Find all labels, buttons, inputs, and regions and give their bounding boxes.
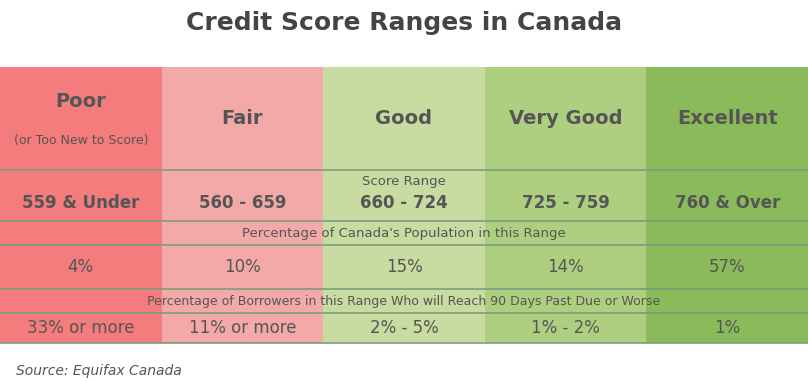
Text: 57%: 57% bbox=[709, 258, 746, 276]
Text: Score Range: Score Range bbox=[362, 175, 446, 188]
Text: (or Too New to Score): (or Too New to Score) bbox=[14, 134, 148, 147]
Text: 2% - 5%: 2% - 5% bbox=[369, 319, 439, 337]
Text: 14%: 14% bbox=[547, 258, 584, 276]
Text: 33% or more: 33% or more bbox=[27, 319, 135, 337]
Text: 11% or more: 11% or more bbox=[188, 319, 297, 337]
Text: 10%: 10% bbox=[224, 258, 261, 276]
Bar bbox=[646, 68, 808, 343]
Text: Fair: Fair bbox=[221, 109, 263, 128]
Text: 559 & Under: 559 & Under bbox=[22, 194, 140, 212]
Text: 1%: 1% bbox=[714, 319, 740, 337]
Text: Good: Good bbox=[376, 109, 432, 128]
Text: Very Good: Very Good bbox=[509, 109, 622, 128]
Text: 15%: 15% bbox=[385, 258, 423, 276]
Text: 660 - 724: 660 - 724 bbox=[360, 194, 448, 212]
Text: Credit Score Ranges in Canada: Credit Score Ranges in Canada bbox=[186, 11, 622, 36]
Text: 4%: 4% bbox=[68, 258, 94, 276]
Bar bbox=[0, 68, 162, 343]
Bar bbox=[485, 68, 646, 343]
Text: 725 - 759: 725 - 759 bbox=[522, 194, 609, 212]
Text: Excellent: Excellent bbox=[677, 109, 777, 128]
Text: Percentage of Borrowers in this Range Who will Reach 90 Days Past Due or Worse: Percentage of Borrowers in this Range Wh… bbox=[147, 295, 661, 308]
Bar bbox=[162, 68, 323, 343]
Text: 1% - 2%: 1% - 2% bbox=[531, 319, 600, 337]
Text: Source: Equifax Canada: Source: Equifax Canada bbox=[16, 364, 182, 378]
Text: Poor: Poor bbox=[56, 92, 106, 111]
Text: 560 - 659: 560 - 659 bbox=[199, 194, 286, 212]
Bar bbox=[323, 68, 485, 343]
Text: 760 & Over: 760 & Over bbox=[675, 194, 780, 212]
Text: Percentage of Canada's Population in this Range: Percentage of Canada's Population in thi… bbox=[242, 227, 566, 240]
